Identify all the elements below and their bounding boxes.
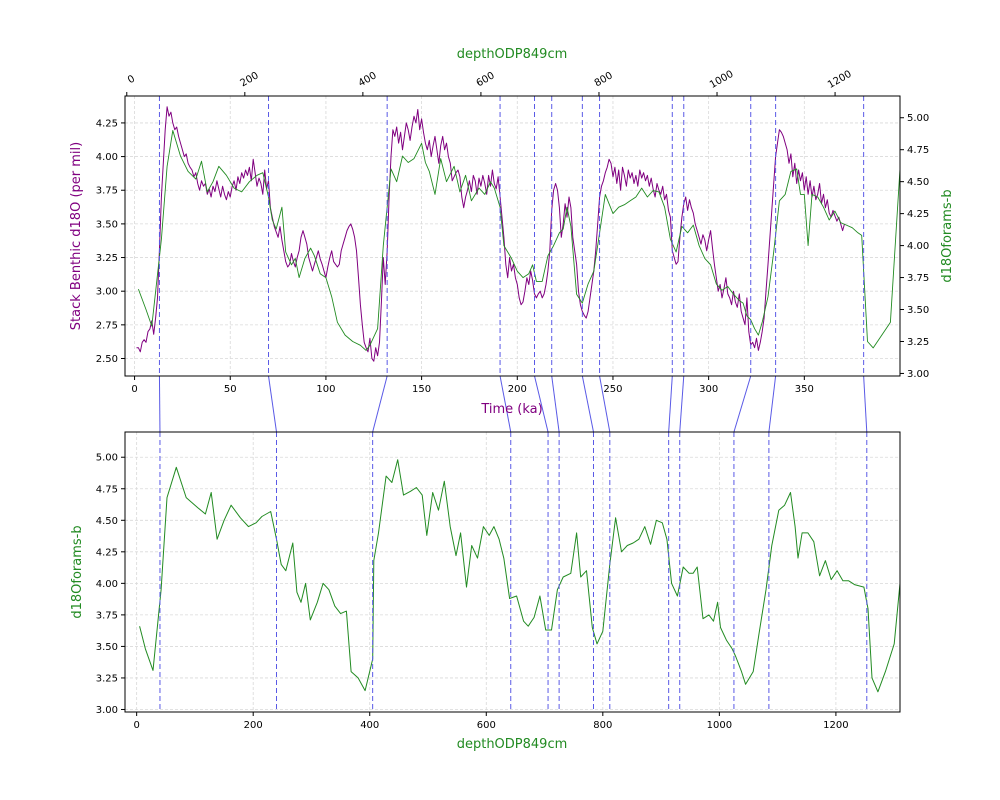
top-right-y-tick-label: 4.50 [907,177,929,188]
top-left-y-tick-label: 2.75 [96,320,118,331]
bottom-y-tick-label: 3.00 [96,705,118,716]
tie-line-connector [863,375,868,433]
tie-line-connector [551,375,560,433]
top-right-y-tick-label: 4.75 [907,145,929,156]
tie-line-connector [268,375,277,433]
top-x-tick-label: 300 [699,384,718,395]
top-panel-frame [124,95,901,377]
top-x-tick-label: 250 [603,384,622,395]
top-right-y-axis-title: d18Oforams-b [940,189,955,282]
top-right-y-tick-label: 3.50 [907,305,929,316]
tie-line-connector [768,375,777,433]
bottom-x-axis-title: depthODP849cm [457,737,568,752]
top-left-y-tick-label: 4.00 [96,152,118,163]
bottom-x-tick-label: 800 [593,720,612,731]
bottom-x-tick-label: 400 [360,720,379,731]
top-x-tick-label: 150 [412,384,431,395]
top-x2-tick-label: 400 [357,70,379,89]
tie-line-connector [733,375,752,433]
top-x2-tick-label: 200 [239,70,261,89]
top-left-y-tick-label: 4.25 [96,118,118,129]
bottom-panel-frame [124,431,901,713]
tie-line-connector [599,375,611,433]
top-x2-axis-title: depthODP849cm [457,47,568,62]
bottom-x-tick-label: 1200 [823,720,848,731]
top-x-tick-label: 0 [131,384,137,395]
bottom-y-tick-label: 4.25 [96,547,118,558]
top-left-y-tick-label: 3.50 [96,219,118,230]
top-stack-line [136,106,845,362]
top-x2-tick-label: 600 [475,70,497,89]
top-x2-tick-label: 1000 [708,69,736,91]
top-left-y-tick-label: 2.50 [96,354,118,365]
tie-line-connector [534,375,549,433]
top-x-tick-label: 200 [508,384,527,395]
bottom-forams-line [139,459,901,693]
top-forams-line [137,130,901,351]
top-left-y-axis-title: Stack Benthic d18O (per mil) [69,142,84,330]
top-left-y-tick-label: 3.00 [96,287,118,298]
bottom-y-tick-label: 5.00 [96,453,118,464]
tie-line-connector [581,375,594,433]
tie-line-connector [679,375,685,433]
bottom-y-tick-label: 4.50 [96,516,118,527]
bottom-y-tick-label: 4.75 [96,484,118,495]
bottom-x-tick-label: 600 [477,720,496,731]
bottom-y-tick-label: 3.75 [96,610,118,621]
tie-line-connector [499,375,512,433]
tie-line-connector [158,375,161,433]
bottom-panel-axes: 0 200 400 600 800 1000 1200 3.00 3.25 3.50 3.75 4.0… [96,453,849,731]
top-right-y-tick-label: 3.25 [907,337,929,348]
tie-line-connector [372,375,388,433]
bottom-x-tick-label: 1000 [707,720,732,731]
top-x-axis-title: Time (ka) [480,402,542,417]
top-left-y-tick-label: 3.25 [96,253,118,264]
top-right-y-tick-label: 4.25 [907,209,929,220]
top-x-tick-label: 50 [224,384,237,395]
bottom-x-tick-label: 200 [244,720,263,731]
bottom-panel-series [139,459,901,693]
bottom-panel-grid [125,432,900,712]
top-right-y-tick-label: 5.00 [907,113,929,124]
top-right-y-tick-label: 3.75 [907,273,929,284]
top-right-y-tick-label: 4.00 [907,241,929,252]
tie-line-connector [668,375,673,433]
top-x-tick-label: 350 [795,384,814,395]
bottom-y-axis-title: d18Oforams-b [70,525,85,618]
tie-lines [158,96,868,712]
bottom-x-tick-label: 0 [133,720,139,731]
top-x-tick-label: 100 [316,384,335,395]
top-x2-tick-label: 0 [126,73,137,86]
top-left-y-tick-label: 3.75 [96,186,118,197]
top-x2-tick-label: 800 [593,70,615,89]
bottom-y-tick-label: 3.50 [96,642,118,653]
top-right-y-tick-label: 3.00 [907,369,929,380]
bottom-y-tick-label: 4.00 [96,579,118,590]
top-panel-series [136,106,901,362]
bottom-y-tick-label: 3.25 [96,673,118,684]
top-x2-tick-label: 1200 [826,69,854,91]
